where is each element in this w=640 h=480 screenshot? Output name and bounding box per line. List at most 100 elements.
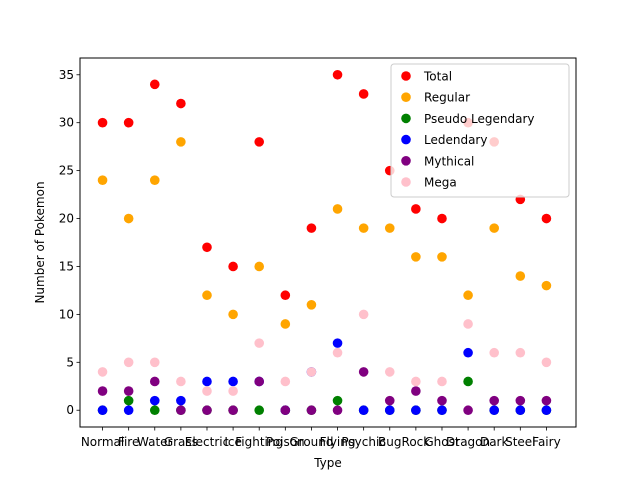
data-point	[176, 395, 186, 406]
data-point	[254, 338, 265, 348]
data-point	[176, 376, 186, 387]
data-point	[202, 290, 212, 301]
data-point	[541, 405, 552, 416]
data-point	[411, 405, 421, 416]
data-point	[384, 223, 395, 233]
x-tick-label: Electric	[185, 435, 229, 449]
data-point	[306, 405, 317, 416]
data-point	[437, 405, 447, 416]
data-point	[437, 376, 447, 387]
data-point	[228, 376, 238, 387]
data-point	[463, 405, 473, 416]
data-point	[489, 405, 500, 416]
legend-label: Pseudo Legendary	[424, 112, 535, 126]
y-tick-label: 25	[59, 164, 74, 178]
y-tick-label: 15	[59, 259, 74, 273]
x-tick-label: Rock	[402, 435, 431, 449]
data-point	[228, 261, 238, 272]
x-tick-label: Ice	[224, 435, 242, 449]
legend-marker	[401, 156, 411, 166]
data-point	[97, 386, 108, 396]
legend-label: Mega	[424, 176, 457, 190]
data-point	[254, 376, 265, 387]
data-point	[97, 117, 108, 128]
data-point	[541, 395, 552, 406]
data-point	[123, 117, 134, 128]
data-point	[149, 395, 160, 406]
legend-marker	[401, 71, 411, 81]
data-point	[123, 357, 134, 368]
data-point	[149, 79, 160, 90]
data-point	[306, 367, 317, 377]
data-point	[97, 367, 108, 377]
legend-marker	[401, 92, 411, 102]
legend-label: Total	[423, 70, 452, 84]
y-tick-label: 10	[59, 307, 74, 321]
data-point	[332, 347, 343, 358]
data-point	[176, 98, 186, 109]
x-axis-label: Type	[313, 456, 342, 470]
x-tick-label: Water	[137, 435, 173, 449]
data-point	[202, 376, 212, 387]
x-tick-label: Fairy	[532, 435, 561, 449]
legend-marker	[401, 113, 411, 124]
x-tick-label: Psychic	[341, 435, 386, 449]
data-point	[411, 376, 421, 387]
x-tick-label: Poison	[266, 435, 305, 449]
data-point	[384, 405, 395, 416]
data-point	[202, 405, 212, 416]
x-tick-label: Steel	[505, 435, 535, 449]
data-point	[97, 405, 108, 416]
data-point	[358, 405, 369, 416]
data-point	[228, 405, 238, 416]
x-tick-label: Fire	[118, 435, 139, 449]
data-point	[541, 213, 552, 224]
x-axis: NormalFireWaterGrassElectricIceFightingP…	[81, 427, 561, 449]
data-point	[149, 357, 160, 368]
x-tick-label: Ghost	[424, 435, 459, 449]
y-tick-label: 30	[59, 116, 74, 130]
data-point	[123, 405, 134, 416]
legend: Total Regular Pseudo Legendary Ledendary Myt…	[390, 63, 570, 198]
series-mythical	[97, 367, 552, 416]
data-point	[280, 405, 291, 416]
data-point	[358, 367, 369, 377]
data-point	[437, 252, 447, 262]
data-point	[254, 405, 265, 416]
data-point	[384, 395, 395, 406]
data-point	[358, 309, 369, 320]
data-point	[463, 347, 473, 358]
data-point	[463, 376, 473, 387]
data-point	[384, 367, 395, 377]
data-point	[149, 175, 160, 186]
data-point	[123, 395, 134, 406]
x-tick-label: Normal	[81, 435, 124, 449]
legend-box	[390, 63, 570, 198]
data-point	[123, 386, 134, 396]
data-point	[280, 290, 291, 301]
data-point	[515, 271, 526, 281]
data-point	[489, 395, 500, 406]
data-point	[202, 386, 212, 396]
data-point	[228, 386, 238, 396]
x-tick-label: Grass	[164, 435, 198, 449]
data-point	[254, 261, 265, 272]
x-tick-label: Flying	[320, 435, 356, 449]
data-point	[280, 319, 291, 329]
data-point	[280, 376, 291, 387]
data-point	[411, 204, 421, 214]
data-point	[489, 347, 500, 358]
data-point	[176, 137, 186, 147]
data-point	[437, 395, 447, 406]
data-point	[228, 309, 238, 320]
data-point	[515, 347, 526, 358]
x-tick-label: Ground	[289, 435, 333, 449]
data-point	[254, 137, 265, 147]
data-point	[149, 405, 160, 416]
legend-marker	[401, 134, 411, 145]
data-point	[463, 319, 473, 329]
data-point	[541, 280, 552, 291]
y-tick-label: 0	[66, 403, 74, 417]
data-point	[332, 204, 343, 214]
